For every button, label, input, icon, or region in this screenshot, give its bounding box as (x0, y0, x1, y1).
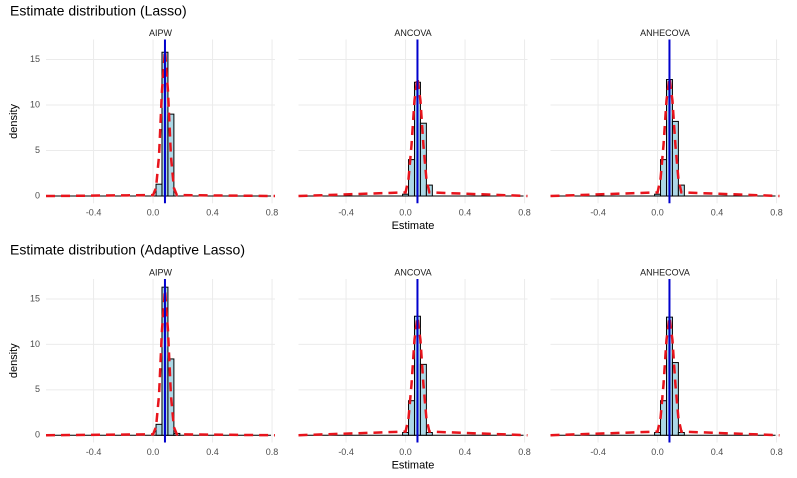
y-tick-label: 10 (30, 339, 40, 349)
x-tick-label: -0.4 (338, 208, 354, 218)
bar (419, 122, 427, 197)
bar (167, 358, 175, 436)
x-tick-label: 0.8 (266, 208, 279, 218)
facet-label: ANHECOVA (640, 267, 690, 277)
density-curve (45, 50, 276, 198)
x-tick-label: 0.8 (770, 208, 783, 218)
x-tick-label: -0.4 (590, 447, 606, 457)
y-tick-label: 15 (30, 293, 40, 303)
y-tick-label: 15 (30, 54, 40, 64)
x-tick-label: -0.4 (338, 447, 354, 457)
y-tick-label: 5 (35, 145, 40, 155)
x-tick-label: 0.0 (399, 208, 412, 218)
x-tick-label: 0.0 (651, 208, 664, 218)
chart-title: Estimate distribution (Adaptive Lasso) (10, 242, 245, 258)
bar (167, 113, 175, 197)
x-tick-label: 0.8 (518, 447, 531, 457)
facet-label: AIPW (149, 28, 173, 38)
x-axis-label: Estimate (392, 459, 435, 471)
facet-label: ANCOVA (394, 267, 431, 277)
y-tick-label: 10 (30, 99, 40, 109)
y-axis-label: density (8, 103, 20, 138)
x-tick-label: 0.0 (147, 447, 160, 457)
y-tick-label: 5 (35, 384, 40, 394)
facet-label: ANHECOVA (640, 28, 690, 38)
x-tick-label: 0.8 (518, 208, 531, 218)
y-tick-label: 0 (35, 190, 40, 200)
bar (677, 432, 685, 436)
x-tick-label: 0.8 (770, 447, 783, 457)
x-tick-label: -0.4 (86, 447, 102, 457)
bar (419, 363, 427, 436)
bar (671, 362, 679, 436)
x-tick-label: 0.0 (399, 447, 412, 457)
bar (155, 423, 163, 436)
x-tick-label: 0.4 (459, 447, 472, 457)
x-tick-label: -0.4 (590, 208, 606, 218)
x-tick-label: 0.0 (651, 447, 664, 457)
x-tick-label: -0.4 (86, 208, 102, 218)
bar (402, 193, 410, 197)
y-tick-label: 0 (35, 430, 40, 440)
bar (425, 432, 433, 436)
bar (155, 183, 163, 197)
x-tick-label: 0.8 (266, 447, 279, 457)
x-tick-label: 0.4 (711, 208, 724, 218)
x-axis-label: Estimate (392, 220, 435, 232)
x-tick-label: 0.4 (206, 208, 219, 218)
density-curve (45, 289, 276, 437)
facet-label: ANCOVA (394, 28, 431, 38)
x-tick-label: 0.0 (147, 208, 160, 218)
facet-label: AIPW (149, 267, 173, 277)
bar (654, 193, 662, 197)
y-axis-label: density (8, 343, 20, 378)
x-tick-label: 0.4 (459, 208, 472, 218)
chart-title: Estimate distribution (Lasso) (10, 3, 187, 19)
x-tick-label: 0.4 (206, 447, 219, 457)
x-tick-label: 0.4 (711, 447, 724, 457)
